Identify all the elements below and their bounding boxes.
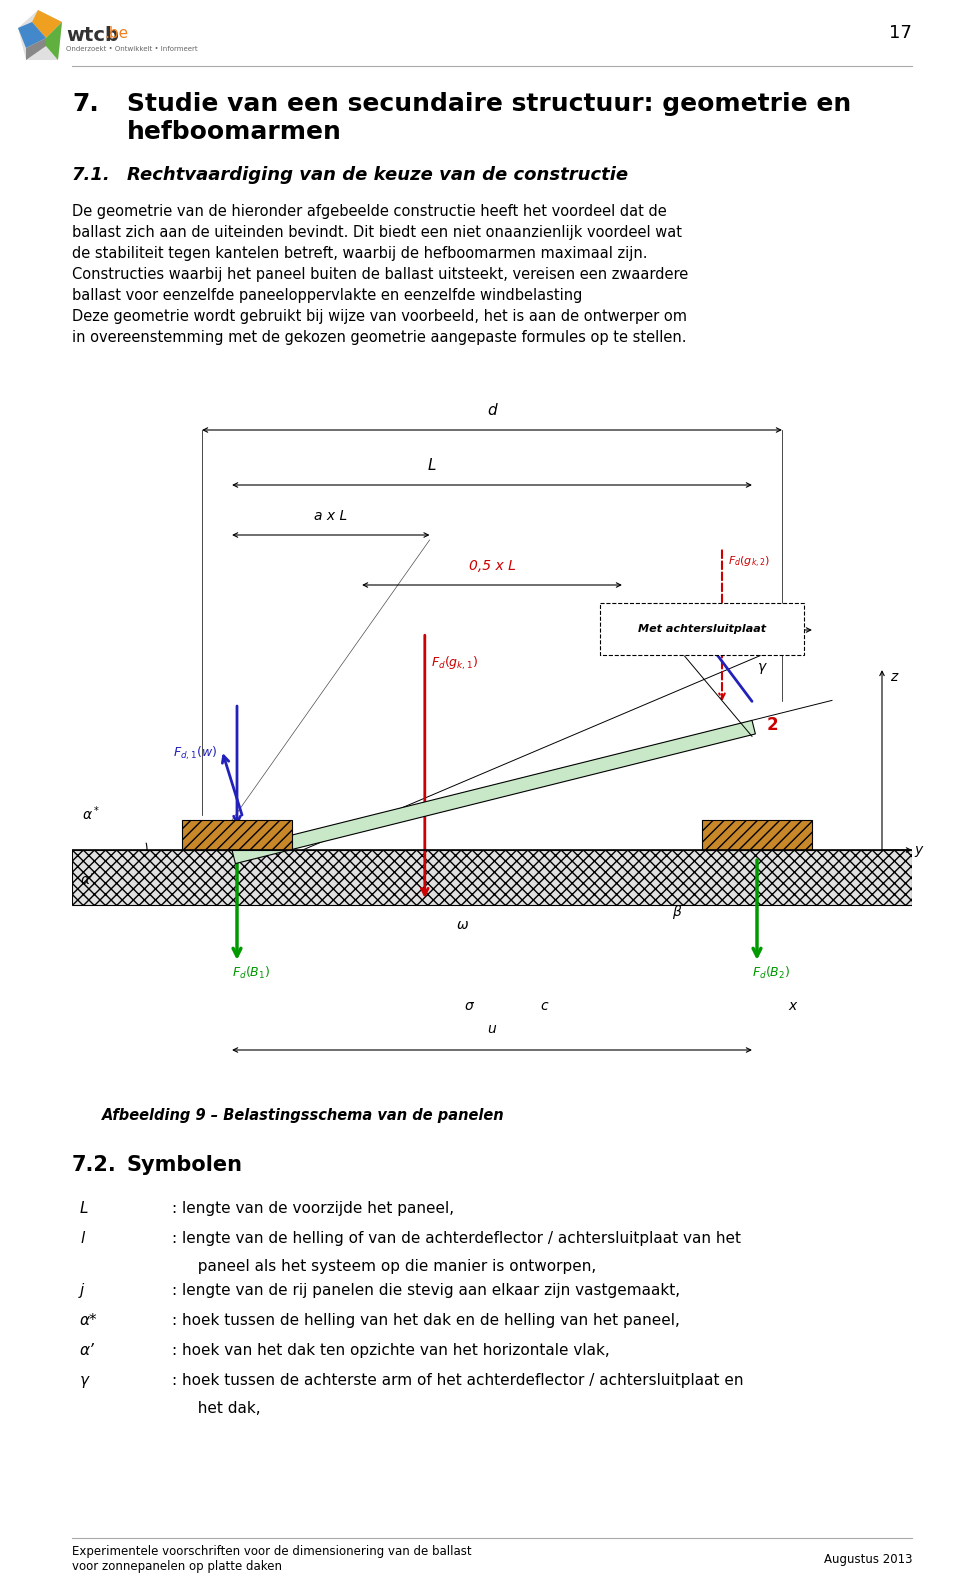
- Text: Afbeelding 9 – Belastingsschema van de panelen: Afbeelding 9 – Belastingsschema van de p…: [102, 1108, 505, 1124]
- Text: Augustus 2013: Augustus 2013: [824, 1553, 912, 1565]
- Polygon shape: [46, 22, 62, 60]
- Text: $\alpha^*$: $\alpha^*$: [82, 805, 100, 824]
- Text: $\sigma$: $\sigma$: [465, 999, 475, 1013]
- Text: .be: .be: [104, 25, 128, 41]
- Text: l: l: [80, 1231, 84, 1247]
- Text: hefboomarmen: hefboomarmen: [127, 120, 342, 144]
- Text: u: u: [488, 1023, 496, 1037]
- Text: $\gamma$: $\gamma$: [757, 661, 768, 677]
- Text: $\beta$: $\beta$: [672, 903, 683, 920]
- Text: α’: α’: [80, 1343, 95, 1359]
- Text: $F_d(g_{k,1})$: $F_d(g_{k,1})$: [431, 655, 478, 672]
- Text: paneel als het systeem op die manier is ontworpen,: paneel als het systeem op die manier is …: [188, 1259, 596, 1273]
- Text: 7.1.: 7.1.: [72, 166, 110, 185]
- Text: $F_{d,2}(w)$: $F_{d,2}(w)$: [714, 625, 754, 639]
- Text: wtcb: wtcb: [66, 25, 119, 46]
- Text: L: L: [428, 458, 436, 473]
- Polygon shape: [26, 38, 46, 60]
- Text: 7.2.: 7.2.: [72, 1155, 117, 1176]
- Text: $\omega$: $\omega$: [455, 918, 468, 933]
- Text: y: y: [914, 843, 923, 857]
- Polygon shape: [18, 9, 62, 60]
- Text: Deze geometrie wordt gebruikt bij wijze van voorbeeld, het is aan de ontwerper o: Deze geometrie wordt gebruikt bij wijze …: [72, 309, 687, 323]
- Text: de stabiliteit tegen kantelen betreft, waarbij de hefboomarmen maximaal zijn.: de stabiliteit tegen kantelen betreft, w…: [72, 246, 647, 260]
- Bar: [182, 821, 292, 851]
- Text: 7.: 7.: [72, 92, 99, 117]
- Text: in overeenstemming met de gekozen geometrie aangepaste formules op te stellen.: in overeenstemming met de gekozen geomet…: [72, 330, 686, 346]
- Text: $F_d(B_2)$: $F_d(B_2)$: [752, 966, 790, 982]
- Text: Studie van een secundaire structuur: geometrie en: Studie van een secundaire structuur: geo…: [127, 92, 852, 117]
- Text: 2: 2: [766, 716, 778, 734]
- Text: Constructies waarbij het paneel buiten de ballast uitsteekt, vereisen een zwaard: Constructies waarbij het paneel buiten d…: [72, 267, 688, 282]
- Text: ballast voor eenzelfde paneeloppervlakte en eenzelfde windbelasting: ballast voor eenzelfde paneeloppervlakte…: [72, 289, 583, 303]
- Text: : lengte van de voorzijde het paneel,: : lengte van de voorzijde het paneel,: [172, 1201, 454, 1217]
- Text: : hoek tussen de helling van het dak en de helling van het paneel,: : hoek tussen de helling van het dak en …: [172, 1313, 680, 1329]
- Text: d: d: [487, 402, 497, 418]
- Text: 17: 17: [889, 24, 912, 43]
- Text: Onderzoekt • Ontwikkelt • Informeert: Onderzoekt • Ontwikkelt • Informeert: [66, 46, 198, 52]
- Text: De geometrie van de hieronder afgebeelde constructie heeft het voordeel dat de: De geometrie van de hieronder afgebeelde…: [72, 204, 667, 219]
- Text: Experimentele voorschriften voor de dimensionering van de ballast: Experimentele voorschriften voor de dime…: [72, 1545, 471, 1557]
- Text: : hoek tussen de achterste arm of het achterdeflector / achtersluitplaat en: : hoek tussen de achterste arm of het ac…: [172, 1373, 743, 1389]
- Text: L: L: [80, 1201, 88, 1217]
- Text: Rechtvaardiging van de keuze van de constructie: Rechtvaardiging van de keuze van de cons…: [127, 166, 628, 185]
- Polygon shape: [32, 9, 62, 38]
- Text: α*: α*: [80, 1313, 98, 1329]
- Text: 1: 1: [211, 825, 223, 844]
- Bar: [702, 821, 812, 851]
- Text: 0,5 x L: 0,5 x L: [468, 559, 516, 573]
- Text: Symbolen: Symbolen: [127, 1155, 243, 1176]
- Text: x: x: [788, 999, 796, 1013]
- Polygon shape: [18, 22, 46, 47]
- Text: j: j: [80, 1283, 84, 1299]
- Text: voor zonnepanelen op platte daken: voor zonnepanelen op platte daken: [72, 1561, 282, 1573]
- Text: γ: γ: [80, 1373, 89, 1389]
- FancyBboxPatch shape: [600, 603, 804, 655]
- Text: $F_d(g_{k,2})$: $F_d(g_{k,2})$: [728, 555, 770, 571]
- Text: het dak,: het dak,: [188, 1401, 260, 1415]
- Text: : hoek van het dak ten opzichte van het horizontale vlak,: : hoek van het dak ten opzichte van het …: [172, 1343, 610, 1359]
- Polygon shape: [232, 720, 756, 863]
- Text: : lengte van de rij panelen die stevig aan elkaar zijn vastgemaakt,: : lengte van de rij panelen die stevig a…: [172, 1283, 680, 1299]
- Text: : lengte van de helling of van de achterdeflector / achtersluitplaat van het: : lengte van de helling of van de achter…: [172, 1231, 741, 1247]
- Text: Met achtersluitplaat: Met achtersluitplaat: [638, 623, 766, 634]
- Text: $\alpha'$: $\alpha'$: [80, 873, 94, 888]
- Text: $F_d(B_1)$: $F_d(B_1)$: [232, 966, 271, 982]
- Bar: [72, 851, 912, 906]
- Text: ballast zich aan de uiteinden bevindt. Dit biedt een niet onaanzienlijk voordeel: ballast zich aan de uiteinden bevindt. D…: [72, 226, 682, 240]
- Text: c: c: [540, 999, 548, 1013]
- Text: v: v: [773, 601, 781, 615]
- Text: $F_{d,1}(w)$: $F_{d,1}(w)$: [173, 745, 217, 762]
- Text: a x L: a x L: [314, 510, 348, 522]
- Text: z: z: [890, 671, 898, 683]
